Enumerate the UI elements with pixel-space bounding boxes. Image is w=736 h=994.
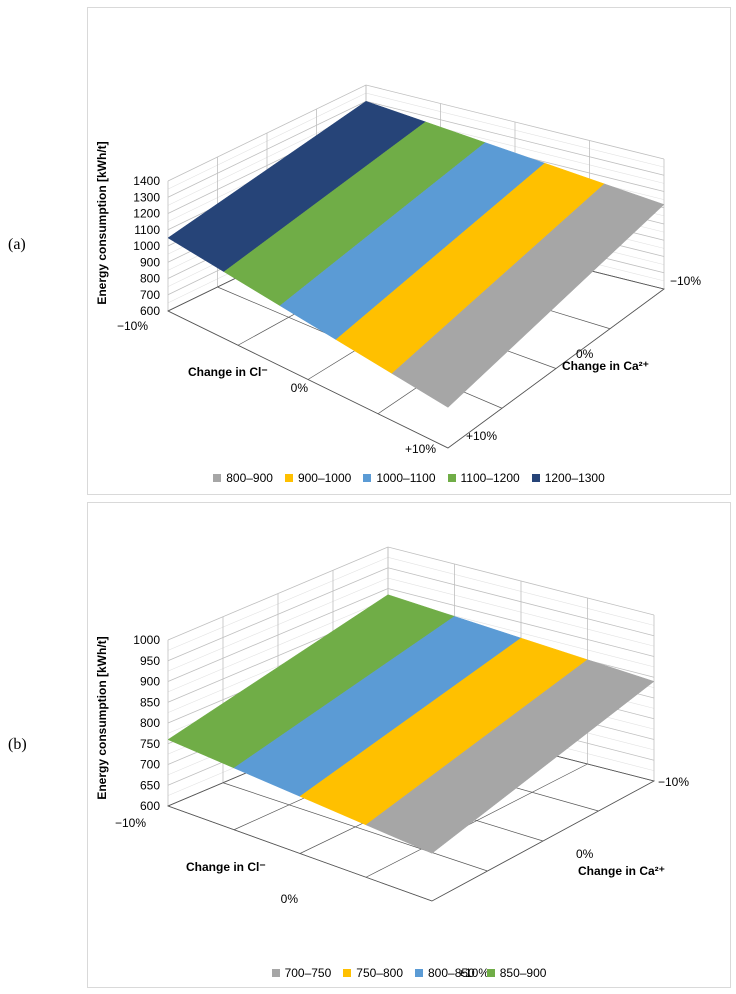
- y-tick-label: −10%: [670, 274, 701, 288]
- z-axis-title: Energy consumption [kWh/t]: [95, 141, 109, 304]
- legend-item: 800–850: [415, 966, 475, 980]
- surface: [167, 594, 655, 854]
- z-tick-label: 900: [140, 255, 160, 269]
- z-tick-label: 850: [140, 695, 160, 709]
- legend-swatch: [284, 474, 293, 482]
- z-axis-title: Energy consumption [kWh/t]: [95, 636, 109, 799]
- legend-item: 900–1000: [284, 471, 352, 485]
- floor-gridline: [365, 763, 588, 878]
- legend-item: 700–750: [271, 966, 332, 980]
- y-axis-title: Change in Ca²⁺: [562, 359, 649, 373]
- legend-label: 750–800: [356, 966, 403, 980]
- legend-swatch: [531, 474, 540, 482]
- z-tick-label: 800: [140, 272, 160, 286]
- z-tick-label: 600: [140, 304, 160, 318]
- x-tick-label: 0%: [291, 381, 309, 395]
- x-tick-label: 0%: [281, 892, 299, 906]
- z-tick-label: 750: [140, 737, 160, 751]
- plot-area: 600 700 800 900 1000 1100 1200 1300 1400 −10% 0% +1…: [95, 84, 701, 456]
- floor-gridline: [222, 782, 488, 872]
- surface-band: [391, 183, 665, 408]
- legend-item: 750–800: [343, 966, 403, 980]
- legend-label: 1000–1100: [376, 471, 436, 485]
- x-axis-title: Change in Cl⁻: [188, 365, 268, 379]
- legend-swatch: [415, 969, 423, 977]
- legend-a: 800–900 900–1000 1000–1100 1100–1200 1200–13…: [88, 471, 730, 485]
- z-axis: 600 700 800 900 1000 1100 1200 1300 1400: [133, 174, 160, 318]
- legend-swatch: [486, 969, 495, 977]
- legend-swatch: [447, 474, 456, 482]
- y-tick-label: 0%: [576, 847, 594, 861]
- z-axis: 600 650 700 750 800 850 900 950 1000: [133, 633, 160, 813]
- y-tick-label: −10%: [658, 775, 689, 789]
- x-axis-title: Change in Cl⁻: [186, 860, 266, 874]
- z-tick-label: 1100: [134, 223, 160, 237]
- legend-swatch: [343, 969, 352, 977]
- x-tick-label: +10%: [405, 442, 436, 456]
- legend-item: 800–900: [213, 471, 273, 485]
- legend-b: 700–750 750–800 800–850 850–900: [88, 966, 730, 980]
- legend-item: 850–900: [486, 966, 547, 980]
- z-tick-label: 700: [140, 758, 160, 772]
- z-tick-label: 1200: [133, 207, 160, 221]
- y-axis-title: Change in Ca²⁺: [578, 864, 665, 878]
- legend-swatch: [271, 969, 280, 977]
- legend-label: 700–750: [284, 966, 332, 980]
- x-tick-label: −10%: [115, 816, 146, 830]
- legend-swatch: [363, 474, 372, 482]
- z-tick-label: 800: [140, 716, 160, 730]
- legend-swatch: [213, 474, 222, 482]
- z-tick-label: 950: [140, 654, 160, 668]
- y-tick-label: +10%: [466, 429, 497, 443]
- legend-label: 1200–1300: [544, 471, 605, 485]
- legend-label: 800–900: [226, 471, 273, 485]
- panel-label-b: (b): [8, 736, 27, 753]
- surface-chart-a: 600 700 800 900 1000 1100 1200 1300 1400 −10% 0% +1…: [95, 84, 701, 456]
- legend-label: 850–900: [499, 966, 547, 980]
- legend-item: 1100–1200: [447, 471, 520, 485]
- z-tick-label: 1400: [133, 174, 160, 188]
- surface-band: [365, 659, 655, 854]
- surface: [167, 101, 665, 408]
- z-tick-label: 700: [140, 288, 160, 302]
- z-tick-label: 1300: [133, 190, 160, 204]
- surface-chart-b: 600 650 700 750 800 850 900 950 1000 −10% 0% +10% −1…: [95, 546, 689, 980]
- legend-label: 800–850: [428, 966, 475, 980]
- legend-item: 1000–1100: [363, 471, 436, 485]
- plot-area: 600 650 700 750 800 850 900 950 1000 −10% 0% +10% −1…: [95, 546, 689, 980]
- legend-item: 1200–1300: [531, 471, 605, 485]
- x-tick-label: −10%: [117, 319, 148, 333]
- panel-label-a: (a): [8, 236, 26, 253]
- y-tick-label: 0%: [576, 347, 594, 361]
- z-tick-label: 1000: [133, 633, 160, 647]
- z-tick-label: 900: [140, 675, 160, 689]
- chart-panel-a: 600 700 800 900 1000 1100 1200 1300 1400 −10% 0% +1…: [87, 7, 731, 495]
- y-tick-label: +10%: [458, 966, 489, 980]
- z-tick-label: 650: [140, 778, 160, 792]
- z-tick-label: 600: [140, 799, 160, 813]
- legend-label: 900–1000: [297, 471, 352, 485]
- z-tick-label: 1000: [133, 239, 160, 253]
- chart-panel-b: 600 650 700 750 800 850 900 950 1000 −10% 0% +10% −1…: [87, 502, 731, 988]
- legend-label: 1100–1200: [460, 471, 520, 485]
